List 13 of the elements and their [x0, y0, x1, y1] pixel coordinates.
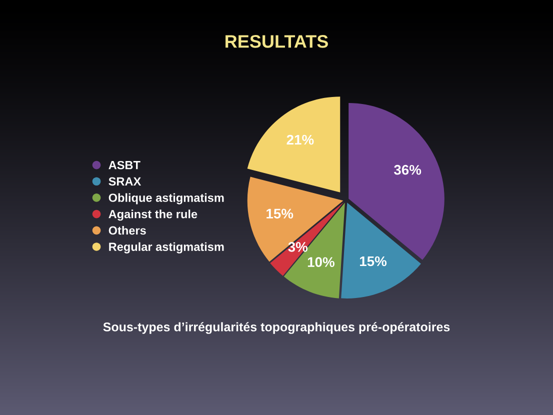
legend-label: Others: [108, 226, 146, 235]
data-label: 10%: [308, 257, 334, 267]
legend-label: SRAX: [108, 177, 142, 186]
data-label: 15%: [266, 208, 294, 219]
legend-label: Oblique astigmatism: [108, 193, 224, 204]
data-label: 15%: [360, 256, 387, 266]
data-label: 36%: [394, 164, 422, 175]
data-label: 21%: [286, 134, 314, 145]
legend-label: Against the rule: [108, 210, 198, 221]
legend-label: Regular astigmatism: [109, 242, 224, 254]
legend-label: ASBT: [108, 160, 140, 170]
text: Sous-types d’irrégularités topographiques pré-opératoires: [103, 322, 450, 334]
chart-title: RESULTATS: [226, 35, 328, 48]
